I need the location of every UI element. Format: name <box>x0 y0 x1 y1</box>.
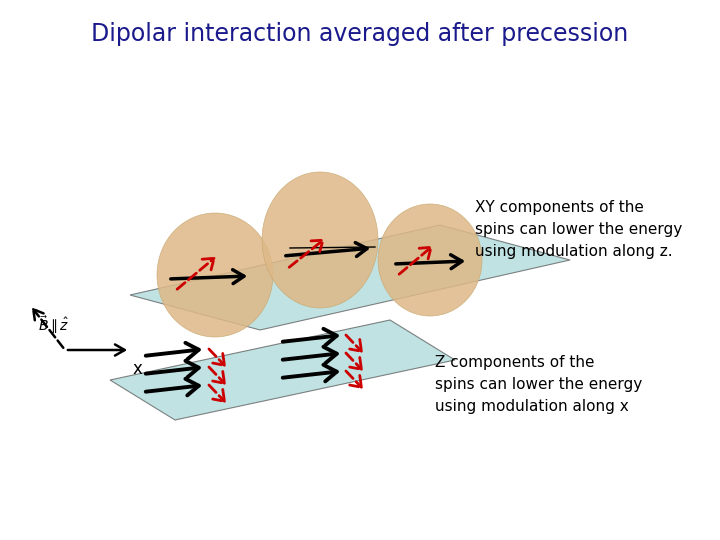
Ellipse shape <box>262 172 378 308</box>
Text: Z components of the
spins can lower the energy
using modulation along x: Z components of the spins can lower the … <box>435 355 642 414</box>
Polygon shape <box>130 225 570 330</box>
Text: $\vec{B} \parallel \hat{z}$: $\vec{B} \parallel \hat{z}$ <box>38 314 69 336</box>
Ellipse shape <box>378 204 482 316</box>
Ellipse shape <box>157 213 273 337</box>
Text: XY components of the
spins can lower the energy
using modulation along z.: XY components of the spins can lower the… <box>475 200 683 259</box>
Polygon shape <box>110 320 455 420</box>
Text: x: x <box>133 360 143 378</box>
Text: Dipolar interaction averaged after precession: Dipolar interaction averaged after prece… <box>91 22 629 46</box>
